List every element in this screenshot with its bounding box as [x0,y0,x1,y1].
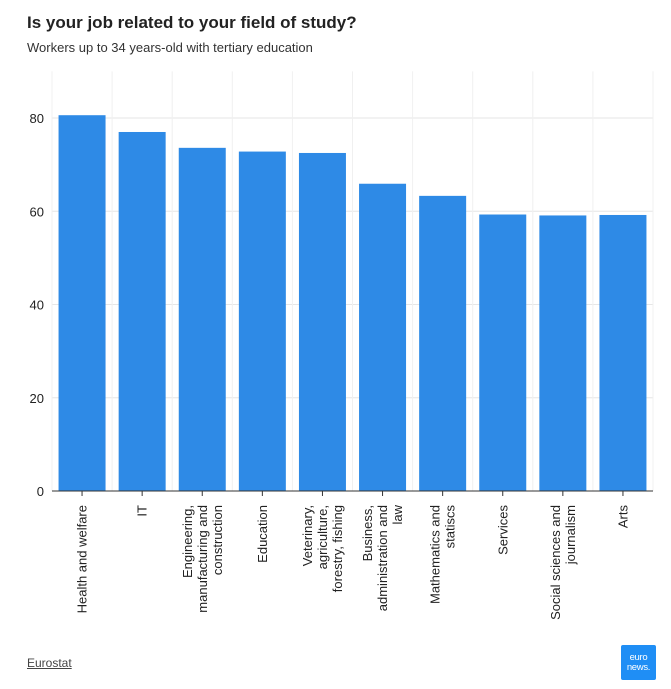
x-category-label-line: Arts [615,505,630,529]
x-category-label: Engineering,manufacturing andconstructio… [180,505,225,613]
logo-text-bottom: news. [626,661,651,673]
bar[interactable] [539,215,587,492]
bars [58,115,647,492]
x-category-label: Veterinary,agriculture,forestry, fishing [300,505,345,592]
x-category-label-line: journalism [563,505,578,565]
x-category-label: Education [255,505,270,563]
x-category-label-line: manufacturing and [195,505,210,613]
bar[interactable] [419,195,467,491]
bar[interactable] [58,115,106,491]
x-category-label-line: Business, [360,505,375,561]
x-category-label-line: Social sciences and [548,505,563,620]
x-category-label: Arts [615,505,630,529]
source-link[interactable]: Eurostat [27,656,72,670]
x-category-label-line: statiscs [443,505,458,549]
y-tick-label: 20 [30,391,44,406]
x-category-label-line: Services [495,505,510,555]
bar[interactable] [479,214,527,492]
logo-text-top: euro [629,651,648,663]
x-category-label: Services [495,505,510,555]
euronews-logo: euro news. [621,645,656,680]
x-category-label-line: construction [210,505,225,575]
x-category-label-line: forestry, fishing [330,505,345,592]
x-category-label: Health and welfare [75,505,90,613]
y-tick-label: 60 [30,204,44,219]
x-axis-labels: Health and welfare IT Engineering,manufact… [52,490,653,620]
x-category-label: Social sciences andjournalism [548,505,578,620]
chart-title: Is your job related to your field of stu… [27,13,357,32]
bar[interactable] [359,183,407,491]
x-category-label: Business,administration andlaw [360,504,405,611]
y-tick-label: 0 [37,484,44,499]
x-category-label-line: agriculture, [315,505,330,569]
chart-subtitle: Workers up to 34 years-old with tertiary… [27,40,313,55]
x-category-label-line: Mathematics and [428,505,443,604]
x-category-label-line: law [390,504,405,524]
x-category-label: Mathematics andstatiscs [428,505,458,604]
bar[interactable] [298,152,346,491]
bar[interactable] [118,131,166,492]
bar-chart: 0 20 40 60 80 Health and welfare IT Engineerin… [30,71,654,620]
x-category-label-line: Veterinary, [300,505,315,566]
x-category-label-line: administration and [375,505,390,611]
x-category-label-line: Education [255,505,270,563]
bar[interactable] [599,214,647,492]
x-category-label-line: Health and welfare [75,505,90,613]
x-category-label: IT [135,505,150,517]
y-tick-label: 80 [30,111,44,126]
x-category-label-line: IT [135,505,150,517]
bar[interactable] [178,147,226,491]
x-category-label-line: Engineering, [180,505,195,578]
y-axis-ticks: 0 20 40 60 80 [30,111,44,499]
bar[interactable] [238,151,286,491]
y-tick-label: 40 [30,298,44,313]
